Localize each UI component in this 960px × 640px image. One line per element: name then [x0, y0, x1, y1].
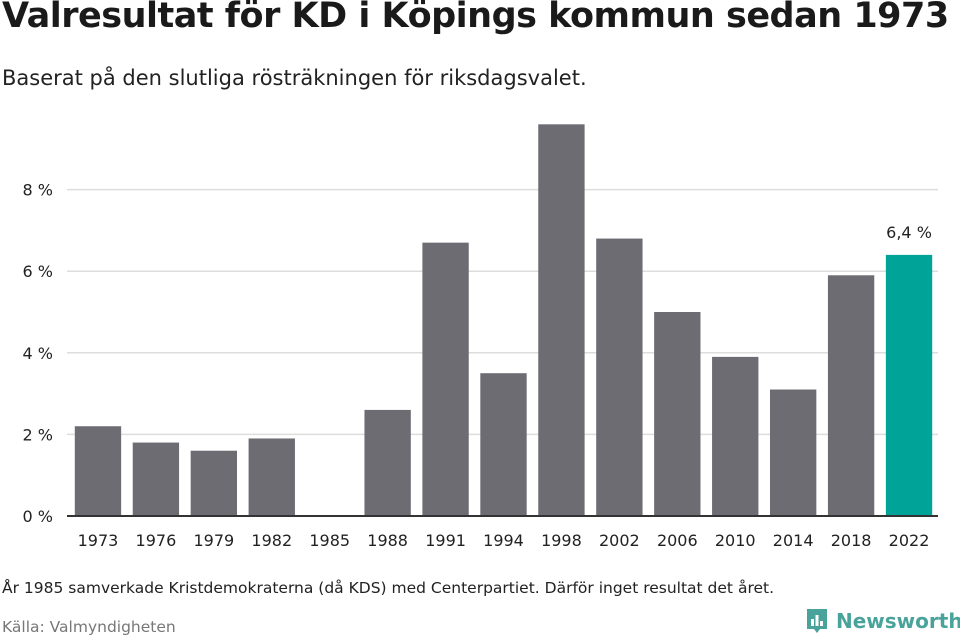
y-tick-label: 2 % — [23, 425, 53, 444]
bar-1988 — [364, 409, 411, 516]
data-labels: 6,4 % — [886, 223, 932, 242]
bars — [74, 124, 933, 516]
x-tick-label: 1982 — [251, 531, 292, 550]
data-label: 6,4 % — [886, 223, 932, 242]
x-tick-label: 2010 — [715, 531, 756, 550]
x-tick-label: 1985 — [309, 531, 350, 550]
x-tick-label: 2002 — [599, 531, 640, 550]
bar-1973 — [74, 426, 122, 516]
x-tick-label: 2006 — [657, 531, 698, 550]
bar-1976 — [132, 442, 180, 516]
bar-2014 — [769, 389, 817, 516]
x-tick-label: 1976 — [136, 531, 177, 550]
y-tick-label: 8 % — [23, 181, 53, 200]
chart-title: Valresultat för KD i Köpings kommun seda… — [2, 0, 949, 36]
x-tick-label: 1994 — [483, 531, 524, 550]
bar-2018 — [827, 275, 875, 516]
x-tick-label: 2018 — [831, 531, 872, 550]
x-axis-tick-labels: 1973 1976 1979 1982 1985 1988 1991 1994 1998 2002… — [78, 531, 930, 550]
x-tick-label: 1998 — [541, 531, 582, 550]
bar-2002 — [596, 238, 643, 516]
x-tick-label: 2014 — [773, 531, 814, 550]
bar-1991 — [422, 242, 469, 516]
bar-2022 — [885, 254, 933, 516]
x-tick-label: 1991 — [425, 531, 466, 550]
y-tick-label: 6 % — [23, 262, 53, 281]
bar-chart: 0 % 2 % 4 % 6 % 8 % 1973 1976 1979 1982 1985 1988… — [23, 124, 938, 550]
brand-logo[interactable]: Newsworthy — [805, 607, 960, 635]
bar-2006 — [654, 312, 701, 516]
x-tick-label: 2022 — [889, 531, 930, 550]
y-axis-tick-labels: 0 % 2 % 4 % 6 % 8 % — [23, 181, 53, 526]
bar-1994 — [480, 373, 527, 516]
bar-1998 — [538, 124, 585, 516]
source-note: Källa: Valmyndigheten — [2, 618, 176, 636]
chart-subtitle: Baserat på den slutliga rösträkningen fö… — [2, 66, 587, 90]
bar-1982 — [248, 438, 295, 516]
bar-1979 — [190, 450, 238, 516]
bar-2010 — [712, 356, 759, 516]
brand-name: Newsworthy — [836, 609, 960, 633]
x-tick-label: 1973 — [78, 531, 119, 550]
newsworthy-logo-icon — [807, 609, 827, 633]
y-tick-label: 0 % — [23, 507, 53, 526]
y-tick-label: 4 % — [23, 344, 53, 363]
x-tick-label: 1988 — [367, 531, 408, 550]
x-tick-label: 1979 — [193, 531, 234, 550]
footnote: År 1985 samverkade Kristdemokraterna (då… — [2, 579, 775, 597]
